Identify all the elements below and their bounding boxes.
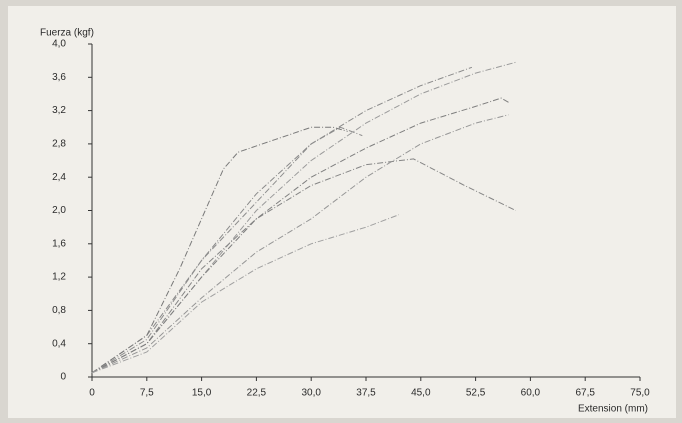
x-tick-label: 60,0 [521,388,541,399]
x-tick-label: 67,5 [575,388,595,399]
x-axis-label: Extension (mm) [578,404,648,415]
y-tick-label: 1,2 [52,272,66,283]
x-tick-label: 37,5 [356,388,376,399]
x-tick-label: 45,0 [411,388,431,399]
x-tick-label: 15,0 [192,388,212,399]
y-tick-label: 2,4 [52,172,66,183]
x-tick-label: 0 [89,388,95,399]
y-tick-label: 1,6 [52,238,66,249]
x-tick-label: 22,5 [247,388,267,399]
y-tick-label: 3,2 [52,105,66,116]
force-curve [91,114,509,374]
y-tick-label: 0,4 [52,338,66,349]
y-tick-label: 3,6 [52,72,66,83]
force-curve [91,214,400,374]
y-tick-label: 2,8 [52,139,66,150]
x-tick-label: 52,5 [466,388,486,399]
y-tick-label: 4,0 [52,39,66,50]
x-tick-label: 75,0 [630,388,650,399]
x-tick-label: 30,0 [301,388,321,399]
force-curve [91,66,473,374]
force-curve [91,158,517,374]
y-tick-label: 0 [60,372,66,383]
paper [8,6,676,418]
y-axis-label: Fuerza (kgf) [40,28,94,39]
y-tick-label: 2,0 [52,205,66,216]
x-tick-label: 7,5 [140,388,154,399]
force-curve [91,126,348,374]
force-curve [91,126,363,374]
y-tick-label: 0,8 [52,305,66,316]
